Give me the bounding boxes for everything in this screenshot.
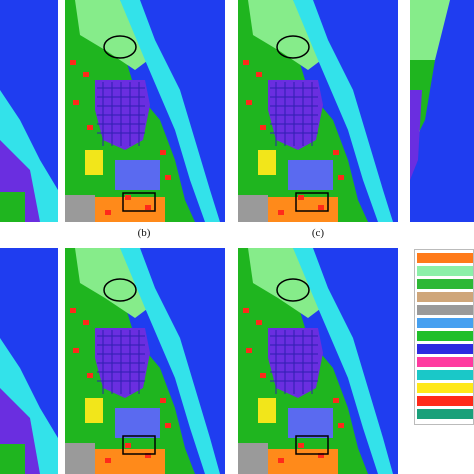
legend-swatch — [417, 396, 473, 406]
classification-map — [0, 0, 58, 222]
vegetation-region — [75, 248, 155, 318]
legend-swatch — [417, 266, 473, 276]
shallow-water-strip — [293, 0, 393, 222]
urban-patch — [145, 205, 151, 210]
urban-patch — [70, 308, 76, 313]
shallow-water-strip — [293, 248, 393, 474]
urban-patch — [65, 443, 95, 474]
urban-patch — [278, 210, 284, 215]
legend-swatch — [417, 331, 473, 341]
class-legend — [414, 249, 474, 425]
classification-map — [410, 0, 474, 222]
legend-swatch — [417, 305, 473, 315]
highlight-rectangle — [122, 435, 156, 455]
urban-patch — [338, 175, 344, 180]
field-patch — [115, 408, 160, 438]
urban-patch — [246, 100, 252, 105]
urban-patch — [105, 210, 111, 215]
urban-patch — [160, 398, 166, 403]
urban-patch — [246, 348, 252, 353]
shallow-water-strip — [120, 0, 220, 222]
panel-d-top — [410, 0, 474, 222]
urban-patch — [260, 125, 266, 130]
urban-patch — [73, 348, 79, 353]
urban-patch — [105, 458, 111, 463]
legend-swatch — [417, 318, 473, 328]
urban-patch — [165, 423, 171, 428]
legend-swatch — [417, 279, 473, 289]
field-patch — [258, 150, 276, 175]
field-patch — [288, 408, 333, 438]
classification-map — [65, 0, 225, 222]
urban-patch — [70, 60, 76, 65]
urban-patch — [238, 195, 268, 222]
urban-patch — [256, 320, 262, 325]
farmland-block — [410, 90, 422, 180]
urban-patch — [87, 373, 93, 378]
highlight-ellipse — [103, 35, 137, 59]
legend-swatch — [417, 370, 473, 380]
legend-swatch — [417, 357, 473, 367]
urban-patch — [73, 100, 79, 105]
field-patch — [85, 150, 103, 175]
urban-patch — [333, 398, 339, 403]
panel-a-bottom — [0, 248, 58, 474]
urban-patch — [145, 453, 151, 458]
urban-patch — [260, 373, 266, 378]
urban-patch — [318, 205, 324, 210]
panel-b-top — [65, 0, 225, 222]
urban-patch — [243, 60, 249, 65]
urban-patch — [338, 423, 344, 428]
classification-map — [65, 248, 225, 474]
caption-b: (b) — [137, 227, 151, 239]
vegetation-region — [248, 248, 328, 318]
legend-swatch — [417, 253, 473, 263]
urban-patch — [298, 195, 304, 200]
urban-patch — [238, 443, 268, 474]
panel-a-top — [0, 0, 58, 222]
classification-map — [0, 248, 58, 474]
urban-patch — [65, 195, 95, 222]
panel-b-bottom — [65, 248, 225, 474]
legend-swatch — [417, 292, 473, 302]
shallow-water-strip — [120, 248, 220, 474]
urban-patch — [256, 72, 262, 77]
urban-patch — [278, 458, 284, 463]
field-patch — [85, 398, 103, 423]
vegetation-region — [248, 0, 328, 70]
urban-patch — [125, 195, 131, 200]
panel-c-top — [238, 0, 398, 222]
field-patch — [95, 197, 165, 222]
urban-patch — [165, 175, 171, 180]
urban-patch — [87, 125, 93, 130]
urban-patch — [83, 72, 89, 77]
legend-swatch — [417, 344, 473, 354]
field-patch — [288, 160, 333, 190]
vegetation-region — [75, 0, 155, 70]
field-patch — [258, 398, 276, 423]
legend-swatch — [417, 383, 473, 393]
classification-map — [238, 248, 398, 474]
land-region — [0, 192, 25, 222]
urban-patch — [298, 443, 304, 448]
field-patch — [115, 160, 160, 190]
highlight-ellipse — [103, 278, 137, 302]
legend-swatch — [417, 409, 473, 419]
highlight-rectangle — [122, 192, 156, 212]
land-region — [0, 444, 25, 474]
urban-patch — [125, 443, 131, 448]
panel-c-bottom — [238, 248, 398, 474]
urban-patch — [318, 453, 324, 458]
caption-c: (c) — [311, 227, 325, 239]
highlight-ellipse — [276, 35, 310, 59]
field-patch — [268, 197, 338, 222]
highlight-ellipse — [276, 278, 310, 302]
urban-patch — [83, 320, 89, 325]
classification-map — [238, 0, 398, 222]
highlight-rectangle — [295, 435, 329, 455]
urban-patch — [160, 150, 166, 155]
highlight-rectangle — [295, 192, 329, 212]
urban-patch — [243, 308, 249, 313]
urban-patch — [333, 150, 339, 155]
